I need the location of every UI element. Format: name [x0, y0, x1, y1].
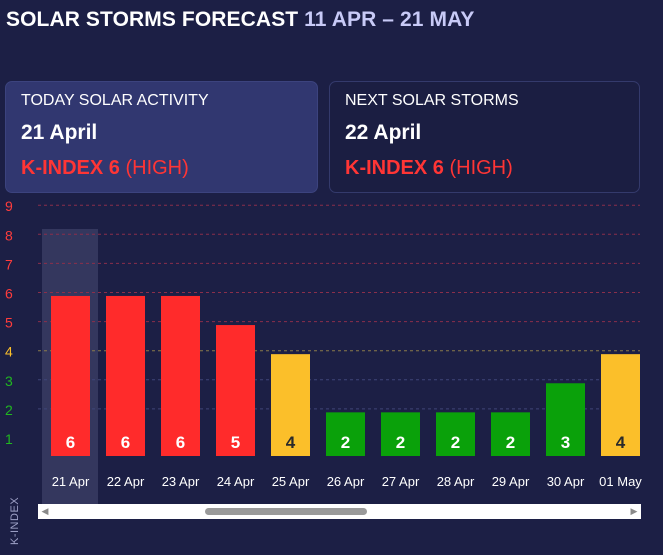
bar-value-label: 6: [176, 433, 185, 452]
x-tick-label: 24 Apr: [217, 474, 255, 489]
chart-horizontal-scrollbar[interactable]: ◀ ▶: [38, 504, 641, 519]
y-tick-7: 7: [5, 256, 13, 272]
y-tick-5: 5: [5, 315, 13, 331]
title-main: SOLAR STORMS FORECAST: [6, 8, 299, 31]
y-tick-4: 4: [5, 344, 13, 360]
today-kindex-value: K-INDEX 6: [21, 157, 120, 179]
bar-30-apr: [546, 383, 585, 456]
x-tick-label: 21 Apr: [52, 474, 90, 489]
y-axis-label: K-INDEX: [9, 496, 21, 545]
bar-value-label: 4: [286, 433, 296, 452]
y-tick-1: 1: [5, 431, 13, 447]
x-tick-label: 01 May: [599, 474, 642, 489]
title-date-range: 11 APR – 21 MAY: [304, 8, 475, 31]
next-card-kindex: K-INDEX 6 (HIGH): [345, 156, 624, 180]
x-tick-label: 28 Apr: [437, 474, 475, 489]
next-card-date: 22 April: [345, 121, 422, 144]
y-tick-2: 2: [5, 402, 13, 418]
y-tick-6: 6: [5, 286, 13, 302]
x-tick-label: 26 Apr: [327, 474, 365, 489]
bar-value-label: 2: [506, 433, 515, 452]
x-tick-label: 29 Apr: [492, 474, 530, 489]
x-tick-label: 23 Apr: [162, 474, 200, 489]
bar-value-label: 5: [231, 433, 240, 452]
bar-29-apr: [491, 412, 530, 456]
bar-01-may: [601, 354, 640, 456]
bar-23-apr: [161, 295, 200, 456]
bar-value-label: 6: [66, 433, 75, 452]
y-tick-3: 3: [5, 373, 13, 389]
bar-value-label: 2: [341, 433, 350, 452]
today-activity-card: TODAY SOLAR ACTIVITY 21 April K-INDEX 6 …: [5, 81, 318, 193]
y-tick-8: 8: [5, 227, 13, 243]
x-tick-label: 27 Apr: [382, 474, 420, 489]
bar-22-apr: [106, 295, 145, 456]
page-title: SOLAR STORMS FORECAST 11 APR – 21 MAY: [6, 8, 475, 32]
next-kindex-value: K-INDEX 6: [345, 157, 444, 179]
bar-25-apr: [271, 354, 310, 456]
next-kindex-level: (HIGH): [443, 157, 513, 179]
bar-value-label: 6: [121, 433, 130, 452]
today-card-kindex: K-INDEX 6 (HIGH): [21, 156, 302, 180]
today-card-date: 21 April: [21, 121, 98, 144]
bar-value-label: 2: [396, 433, 405, 452]
next-storms-card: NEXT SOLAR STORMS 22 April K-INDEX 6 (HI…: [329, 81, 640, 193]
bar-27-apr: [381, 412, 420, 456]
bar-value-label: 3: [561, 433, 570, 452]
today-card-label: TODAY SOLAR ACTIVITY: [21, 92, 209, 109]
bar-21-apr: [51, 295, 90, 456]
scroll-right-arrow-icon[interactable]: ▶: [630, 506, 638, 516]
bar-26-apr: [326, 412, 365, 456]
x-tick-label: 22 Apr: [107, 474, 145, 489]
bar-value-label: 4: [616, 433, 626, 452]
scroll-left-arrow-icon[interactable]: ◀: [41, 506, 49, 516]
bar-28-apr: [436, 412, 475, 456]
bar-24-apr: [216, 325, 255, 456]
scrollbar-thumb[interactable]: [205, 508, 367, 515]
x-tick-label: 30 Apr: [547, 474, 585, 489]
next-card-label: NEXT SOLAR STORMS: [345, 92, 519, 109]
x-tick-label: 25 Apr: [272, 474, 310, 489]
bar-value-label: 2: [451, 433, 460, 452]
today-kindex-level: (HIGH): [119, 157, 189, 179]
y-tick-9: 9: [5, 198, 13, 214]
